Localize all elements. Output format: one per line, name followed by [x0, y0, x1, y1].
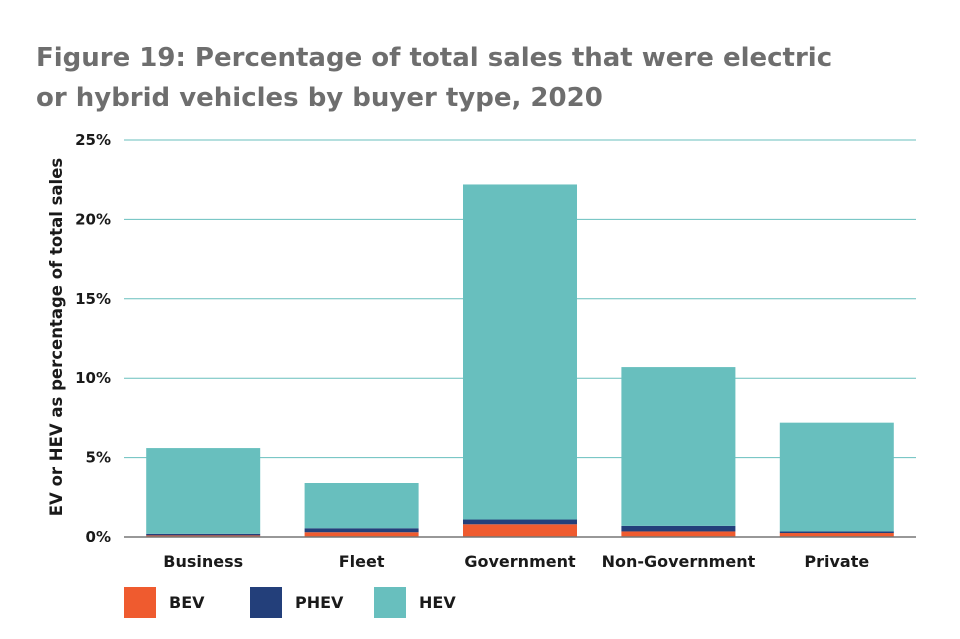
- bar-phev-government: [463, 519, 577, 525]
- x-tick-label: Government: [464, 552, 576, 571]
- bar-bev-government: [463, 524, 577, 537]
- bar-phev-business: [146, 533, 261, 536]
- bar-bev-fleet: [304, 532, 419, 537]
- x-tick-label: Private: [804, 552, 869, 571]
- legend-label-hev: HEV: [419, 593, 456, 612]
- legend-label-bev: BEV: [169, 593, 205, 612]
- y-axis-title: EV or HEV as percentage of total sales: [47, 158, 66, 517]
- bar-bev-private: [779, 533, 894, 537]
- y-tick-label: 25%: [75, 131, 111, 149]
- x-tick-label: Fleet: [339, 552, 385, 571]
- bar-bev-business: [146, 535, 261, 537]
- bar-hev-non-government: [621, 367, 736, 526]
- chart-title: Figure 19: Percentage of total sales tha…: [36, 38, 896, 118]
- legend: BEV PHEV HEV: [124, 587, 456, 618]
- y-tick-label: 10%: [75, 369, 111, 387]
- y-tick-label: 5%: [86, 449, 111, 467]
- y-tick-label: 15%: [75, 290, 111, 308]
- bar-phev-non-government: [621, 525, 736, 532]
- legend-swatch-bev: [124, 587, 156, 618]
- x-tick-label: Business: [163, 552, 243, 571]
- category-labels: Business Fleet Government Non-Government Pri…: [163, 552, 869, 571]
- chart-title-line-1: Figure 19: Percentage of total sales tha…: [36, 43, 833, 73]
- legend-swatch-hev: [374, 587, 406, 618]
- legend-label-phev: PHEV: [295, 593, 344, 612]
- legend-swatch-phev: [250, 587, 282, 618]
- y-tick-label: 0%: [86, 528, 111, 546]
- bar-hev-private: [779, 422, 894, 532]
- bar-phev-private: [779, 531, 894, 534]
- bar-bev-non-government: [621, 531, 736, 537]
- bar-phev-fleet: [304, 528, 419, 533]
- bar-hev-fleet: [304, 483, 419, 529]
- y-axis-ticks: 0% 5% 10% 15% 20% 25%: [75, 131, 111, 546]
- bar-hev-government: [463, 184, 577, 520]
- chart-title-line-2: or hybrid vehicles by buyer type, 2020: [36, 83, 603, 113]
- bar-hev-business: [146, 448, 261, 534]
- bars: [146, 184, 894, 537]
- y-tick-label: 20%: [75, 210, 111, 228]
- x-tick-label: Non-Government: [602, 552, 756, 571]
